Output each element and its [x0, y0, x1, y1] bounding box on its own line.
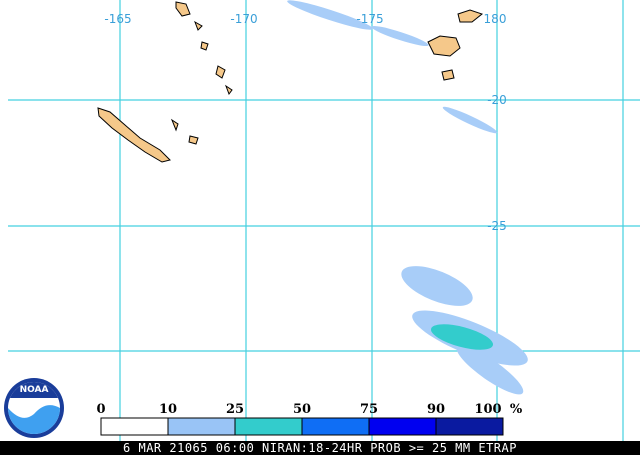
noaa-logo: NOAA: [4, 378, 64, 438]
legend-label: 100: [474, 402, 501, 417]
legend-label: 75: [360, 402, 378, 417]
longitude-label: -175: [356, 12, 383, 26]
legend-label: 10: [159, 402, 177, 417]
legend-swatch: [301, 417, 370, 436]
legend-unit: %: [510, 402, 523, 417]
legend-label: 0: [96, 402, 105, 417]
latitude-label: -20: [487, 93, 507, 107]
legend-swatch: [100, 417, 169, 436]
legend-label: 90: [427, 402, 445, 417]
longitude-label: -165: [104, 12, 131, 26]
legend-swatch: [167, 417, 236, 436]
legend-label: 50: [293, 402, 311, 417]
grid: [8, 0, 640, 441]
legend-swatch: [435, 417, 504, 436]
longitude-label: -170: [230, 12, 257, 26]
legend-swatch: [368, 417, 437, 436]
logo-text: NOAA: [20, 385, 49, 395]
footer-text: 6 MAR 21065 06:00 NIRAN:18-24HR PROB >= …: [123, 441, 517, 455]
islands: [97, 1, 484, 163]
legend-swatch: [234, 417, 303, 436]
footer-bar: [0, 441, 640, 455]
latitude-label: -25: [487, 219, 507, 233]
rain-areas: [287, 0, 528, 395]
longitude-label: 180: [484, 12, 507, 26]
legend-label: 25: [226, 402, 244, 417]
